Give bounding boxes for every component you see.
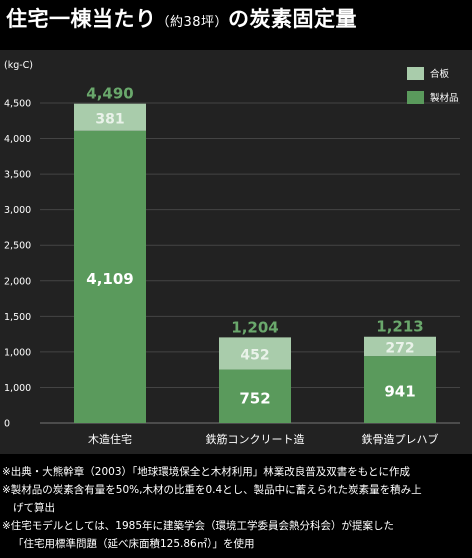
y-tick-label: 4,000: [4, 134, 31, 145]
note-3: ※住宅モデルとしては、1985年に建築学会（環境工学委員会熱分科会）が提案した: [2, 520, 394, 532]
legend-swatch: [407, 91, 424, 104]
y-tick-label: 1,000: [4, 383, 31, 394]
title-tail: の炭素固定量: [228, 7, 358, 31]
y-tick-label: 3,000: [4, 205, 31, 216]
x-tick-label: 鉄骨造プレハブ: [362, 432, 439, 446]
note-2: ※製材品の炭素含有量を50%,木材の比重を0.4とし、製品中に蓄えられた炭素量を…: [2, 484, 422, 496]
x-tick-label: 鉄筋コンクリート造: [206, 432, 305, 446]
bar-segment: [219, 369, 291, 423]
bar-chart: (kg-C) 0 1,000 1,000 1,500 2,000 2,500 3,000 3,5…: [4, 60, 460, 446]
y-tick-label: 1,500: [4, 312, 31, 323]
y-tick-label: 2,000: [4, 276, 31, 287]
bar-segment: [364, 356, 436, 423]
legend-label: 合板: [430, 68, 450, 80]
y-tick-label: 0: [4, 419, 10, 430]
data-label: 941: [384, 383, 415, 401]
bar-segment: [364, 336, 436, 357]
bar-segment: [219, 337, 291, 370]
x-tick-label: 木造住宅: [88, 432, 132, 446]
total-label: 4,490: [86, 85, 133, 103]
chart-area: (kg-C) 0 1,000 1,000 1,500 2,000 2,500 3,000 3,5…: [0, 50, 472, 454]
note-1: ※出典・大熊幹章（2003）「地球環境保全と木材利用」林業改良普及双書をもとに作…: [2, 466, 411, 478]
y-tick-label: 1,000: [4, 347, 31, 358]
y-unit-label: (kg-C): [4, 60, 33, 71]
note-3-cont: 「住宅用標準問題（延べ床面積125.86㎡）」を使用: [13, 538, 255, 550]
total-label: 1,204: [231, 318, 278, 336]
data-label: 752: [239, 389, 270, 407]
y-tick-label: 4,500: [4, 99, 31, 110]
chart-title: 住宅一棟当たり（約38坪）の炭素固定量: [6, 3, 357, 33]
legend-label: 製材品: [430, 92, 459, 104]
bar-segment: [74, 103, 146, 131]
data-label: 272: [385, 340, 414, 356]
title-sub: （約38坪）: [156, 15, 229, 30]
data-label: 452: [240, 347, 269, 363]
note-2-cont: げて算出: [13, 502, 55, 514]
title-main: 住宅一棟当たり: [6, 7, 157, 31]
total-label: 1,213: [376, 318, 423, 336]
notes: ※出典・大熊幹章（2003）「地球環境保全と木材利用」林業改良普及双書をもとに作…: [2, 463, 470, 553]
y-tick-label: 3,500: [4, 170, 31, 181]
bar-segment: [74, 130, 146, 423]
data-label: 381: [95, 111, 124, 127]
y-tick-label: 2,500: [4, 241, 31, 252]
data-label: 4,109: [86, 270, 133, 288]
legend-swatch: [407, 67, 424, 80]
